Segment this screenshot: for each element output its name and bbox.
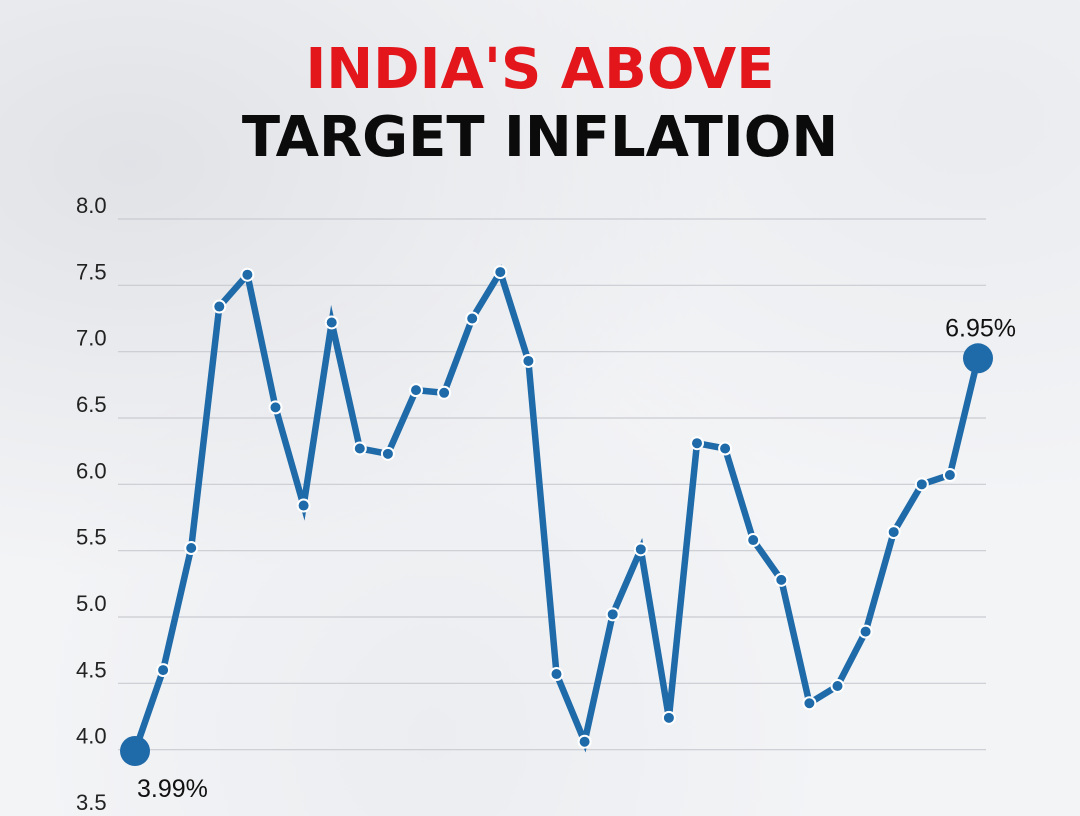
start-point	[120, 735, 150, 766]
data-point	[774, 572, 789, 587]
data-point	[437, 385, 452, 400]
chart-title-line-1: INDIA'S ABOVE	[305, 37, 775, 102]
y-tick-label: 5.5	[76, 525, 107, 550]
data-point	[521, 353, 536, 368]
data-point	[184, 541, 199, 556]
data-point	[352, 441, 367, 456]
data-point	[718, 441, 733, 456]
data-point	[549, 667, 564, 682]
y-tick-label: 4.0	[76, 724, 107, 749]
y-tick-label: 6.0	[76, 458, 107, 483]
chart-title-line-2: TARGET INFLATION	[241, 105, 839, 170]
start-value-label: 3.99%	[137, 775, 208, 803]
data-point	[605, 607, 620, 622]
end-point	[963, 343, 993, 374]
annotations: 3.99% 6.95%	[137, 314, 1016, 803]
data-point	[240, 267, 255, 282]
data-point	[690, 436, 704, 451]
y-tick-label: 7.5	[76, 259, 107, 284]
data-point	[802, 696, 817, 711]
data-point	[858, 624, 873, 639]
data-point	[914, 477, 929, 492]
end-value-label: 6.95%	[945, 314, 1016, 342]
data-point	[633, 542, 648, 557]
y-tick-label: 6.5	[76, 392, 107, 417]
y-tick-label: 3.5	[76, 790, 107, 815]
data-point	[577, 734, 592, 749]
data-point	[661, 710, 676, 725]
data-point	[493, 265, 508, 280]
y-axis: 8.0 7.5 7.0 6.5 6.0 5.5 5.0 4.5 4.0 3.5	[76, 193, 107, 815]
data-point	[212, 299, 227, 314]
y-tick-label: 5.0	[76, 591, 107, 616]
data-point	[465, 311, 480, 326]
data-point	[268, 400, 283, 415]
data-point	[380, 446, 395, 461]
data-point	[886, 525, 901, 540]
data-point	[409, 383, 423, 398]
data-point	[296, 498, 311, 513]
y-tick-label: 4.5	[76, 657, 107, 682]
y-tick-label: 7.0	[76, 326, 107, 351]
y-tick-label: 8.0	[76, 193, 107, 218]
data-point	[324, 315, 339, 330]
data-point	[156, 663, 171, 678]
data-point	[830, 678, 845, 693]
data-point	[942, 468, 957, 483]
series-inflation	[120, 264, 993, 766]
data-point	[746, 533, 761, 548]
